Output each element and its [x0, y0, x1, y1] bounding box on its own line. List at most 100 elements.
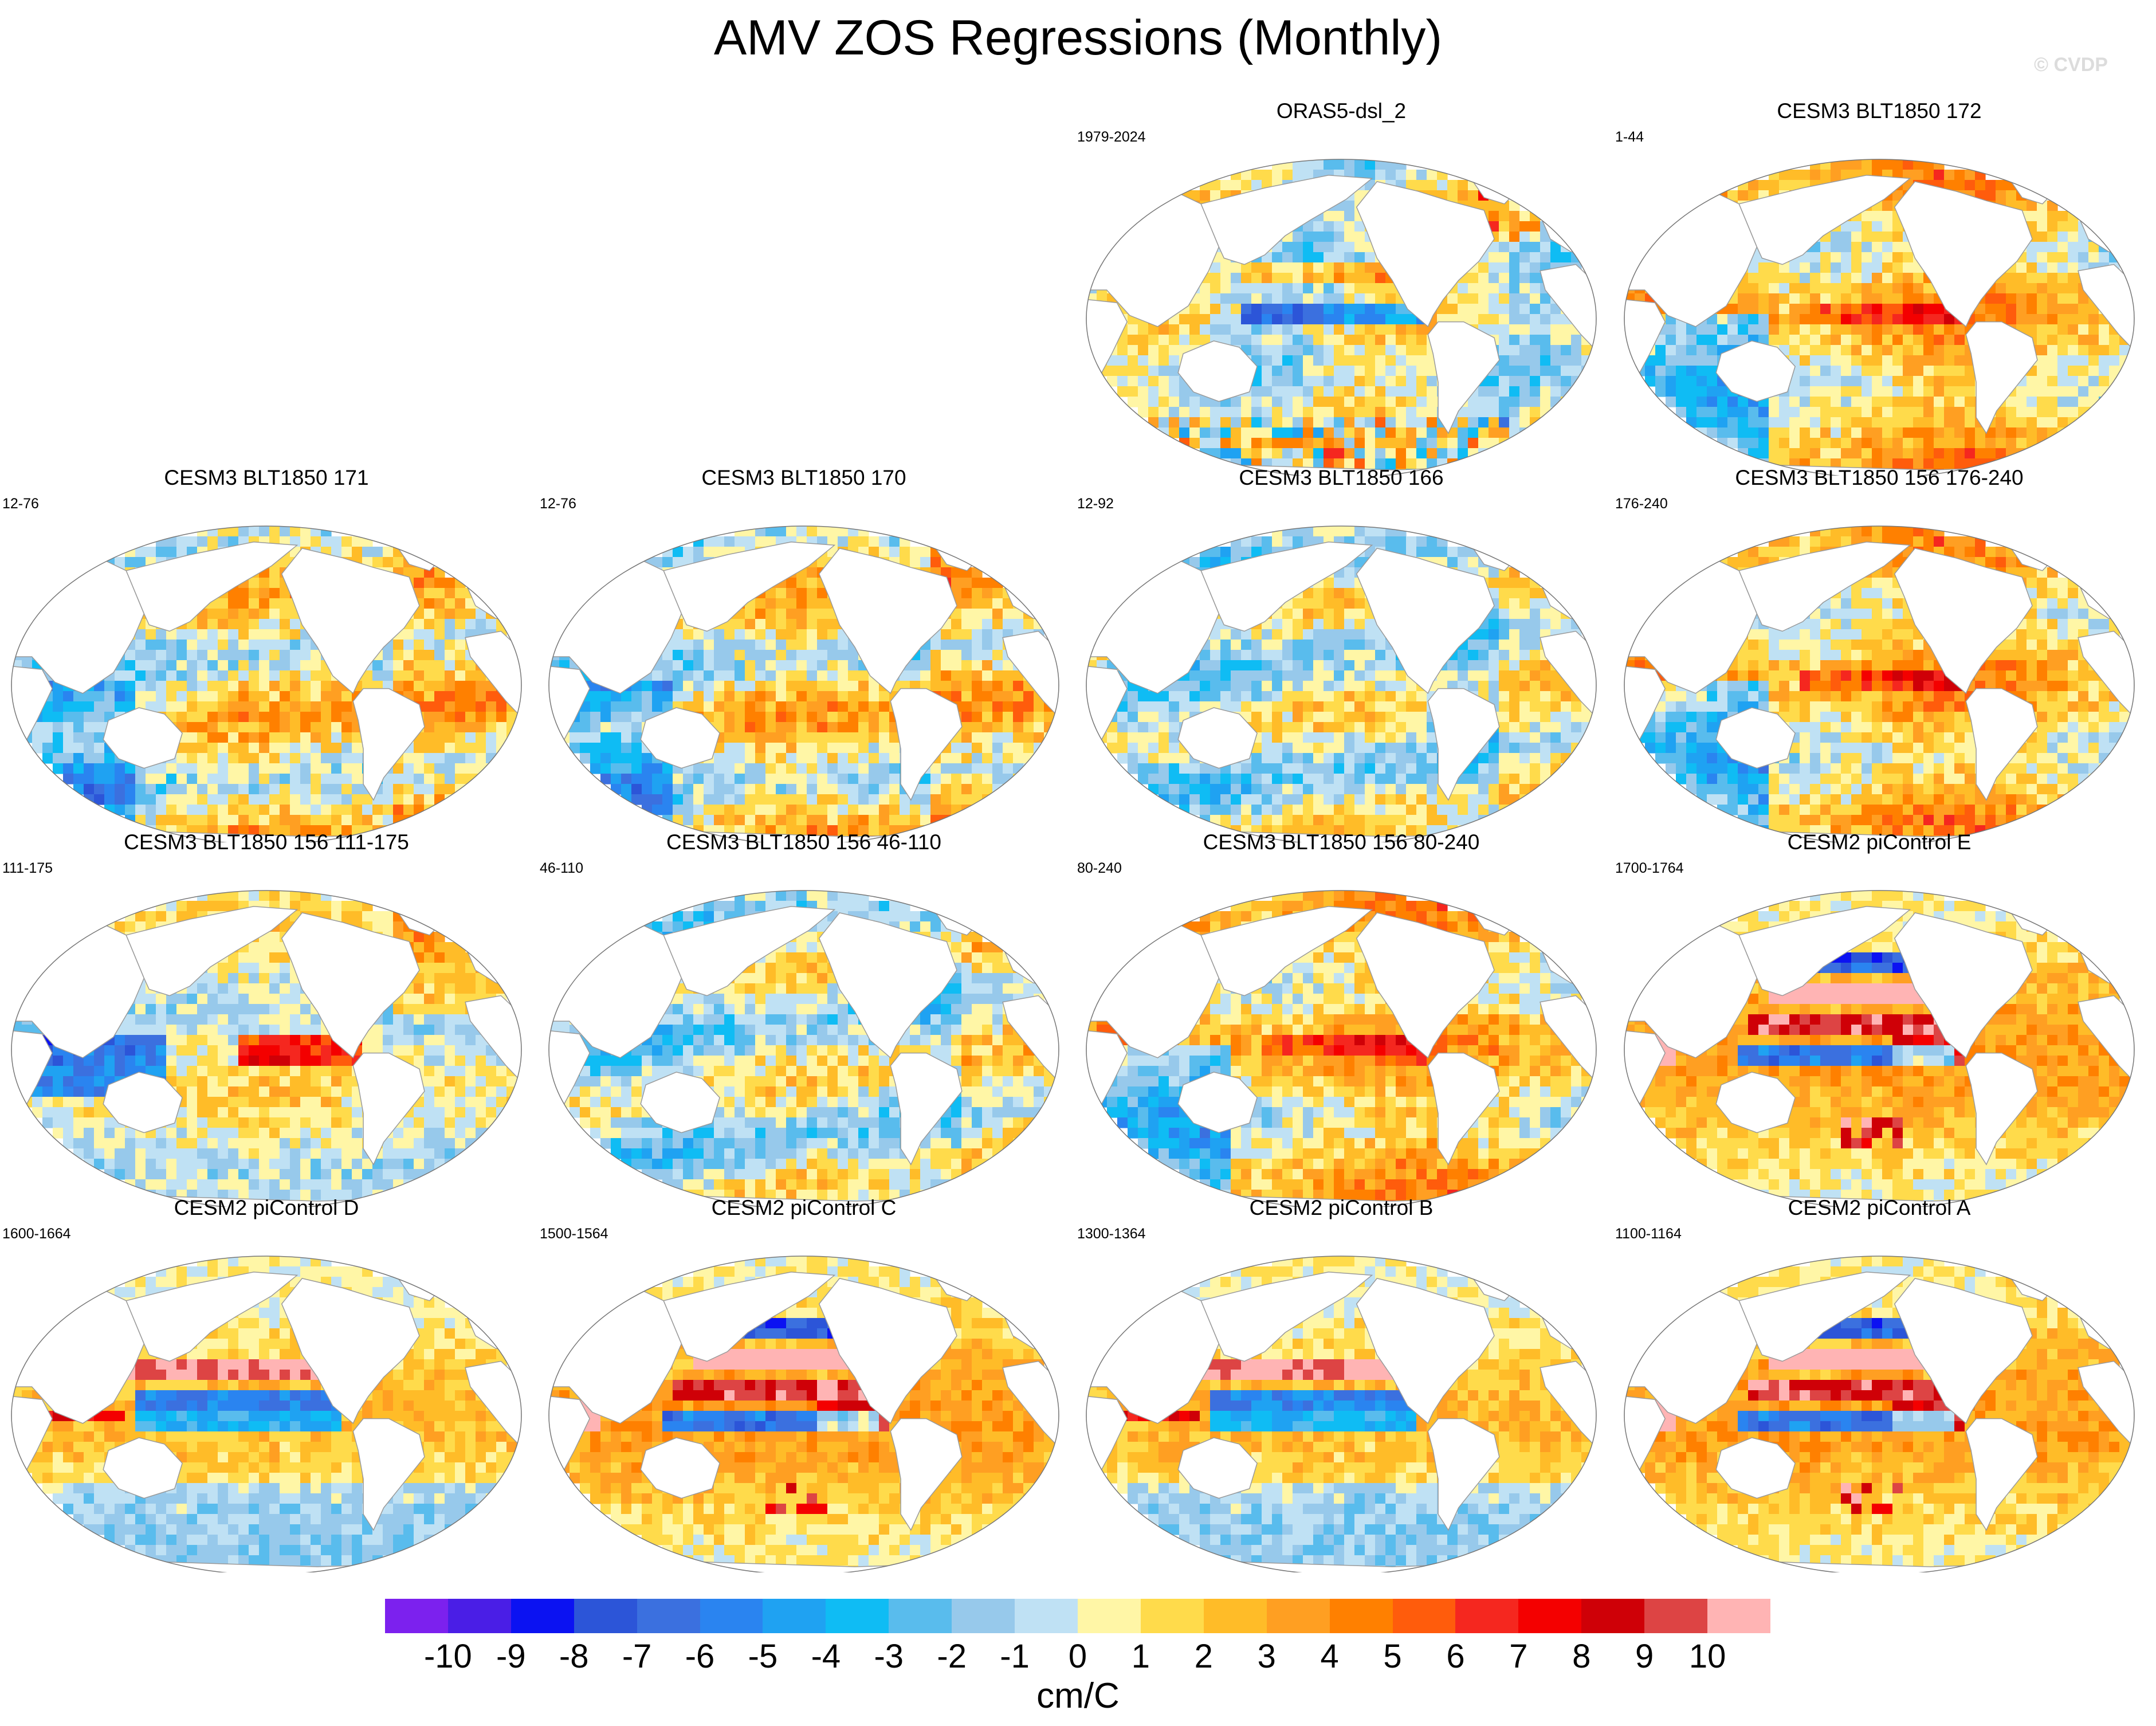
- field-cell: [1334, 386, 1345, 397]
- field-cell: [486, 753, 497, 764]
- field-cell: [1779, 397, 1790, 407]
- field-cell: [166, 794, 177, 805]
- field-cell: [1354, 335, 1365, 346]
- field-cell: [1282, 438, 1293, 449]
- field-cell: [1489, 448, 1499, 459]
- field-cell: [1303, 304, 1314, 315]
- field-cell: [1344, 314, 1355, 325]
- field-cell: [176, 815, 187, 826]
- field-cell: [1913, 304, 1924, 315]
- field-cell: [1748, 438, 1759, 449]
- field-cell: [1696, 345, 1707, 356]
- field-cell: [848, 763, 859, 774]
- field-cell: [1509, 304, 1520, 315]
- field-cell: [331, 753, 342, 764]
- field-cell: [218, 619, 229, 630]
- field-cell: [1810, 170, 1821, 181]
- field-cell: [1200, 335, 1211, 346]
- field-cell: [166, 650, 177, 661]
- field-cell: [1128, 366, 1138, 376]
- field-cell: [311, 681, 321, 692]
- field-cell: [796, 763, 807, 774]
- field-cell: [1748, 314, 1759, 325]
- field-cell: [2047, 407, 2058, 418]
- field-cell: [238, 774, 249, 784]
- field-cell: [1882, 345, 1893, 356]
- field-cell: [1458, 417, 1468, 428]
- field-cell: [403, 650, 414, 661]
- field-cell: [290, 701, 301, 712]
- field-cell: [1561, 335, 1572, 346]
- field-cell: [311, 722, 321, 733]
- field-cell: [600, 774, 611, 784]
- field-cell: [642, 794, 653, 805]
- field-cell: [1293, 273, 1303, 284]
- field-cell: [1892, 427, 1903, 438]
- field-cell: [1375, 386, 1386, 397]
- field-cell: [1489, 427, 1499, 438]
- field-cell: [1882, 262, 1893, 273]
- field-cell: [2099, 355, 2110, 366]
- field-cell: [280, 681, 290, 692]
- field-cell: [704, 691, 714, 702]
- field-cell: [745, 794, 756, 805]
- field-cell: [941, 794, 952, 805]
- field-cell: [197, 681, 208, 692]
- field-cell: [941, 763, 952, 774]
- field-cell: [300, 763, 311, 774]
- field-cell: [1841, 427, 1852, 438]
- field-cell: [1738, 324, 1749, 335]
- field-cell: [1882, 417, 1893, 428]
- field-cell: [187, 722, 198, 733]
- field-cell: [1344, 355, 1355, 366]
- field-cell: [1489, 314, 1499, 325]
- field-cell: [331, 712, 342, 723]
- field-cell: [249, 660, 260, 671]
- field-cell: [1882, 407, 1893, 418]
- field-cell: [1748, 273, 1759, 284]
- field-cell: [807, 598, 818, 609]
- field-cell: [1779, 180, 1790, 191]
- field-cell: [755, 640, 766, 650]
- field-cell: [2099, 366, 2110, 376]
- field-cell: [1561, 355, 1572, 366]
- field-cell: [207, 681, 218, 692]
- field-cell: [1138, 376, 1149, 387]
- field-cell: [1231, 283, 1242, 294]
- field-cell: [1862, 252, 1872, 263]
- field-cell: [2109, 386, 2120, 397]
- field-cell: [125, 670, 136, 681]
- field-cell: [1344, 201, 1355, 211]
- field-cell: [1128, 386, 1138, 397]
- field-cell: [1458, 304, 1468, 315]
- field-cell: [1396, 366, 1407, 376]
- field-cell: [249, 763, 260, 774]
- field-cell: [1571, 345, 1582, 356]
- field-cell: [1965, 386, 1976, 397]
- field-cell: [972, 722, 983, 733]
- field-cell: [1841, 314, 1852, 325]
- field-cell: [735, 660, 745, 671]
- field-cell: [1779, 273, 1790, 284]
- field-cell: [1272, 386, 1283, 397]
- field-cell: [249, 609, 260, 619]
- field-cell: [321, 670, 332, 681]
- field-cell: [393, 774, 404, 784]
- field-cell: [1499, 221, 1510, 232]
- field-cell: [1851, 262, 1862, 273]
- field-cell: [1478, 386, 1489, 397]
- field-cell: [982, 722, 993, 733]
- field-cell: [1862, 417, 1872, 428]
- field-cell: [1262, 314, 1273, 325]
- field-cell: [755, 805, 766, 815]
- field-cell: [724, 774, 735, 784]
- field-cell: [889, 547, 900, 558]
- field-cell: [786, 743, 797, 754]
- field-cell: [84, 722, 95, 733]
- field-cell: [1810, 304, 1821, 315]
- field-cell: [1365, 386, 1376, 397]
- field-cell: [1396, 314, 1407, 325]
- field-cell: [1748, 324, 1759, 335]
- field-cell: [197, 629, 208, 640]
- field-cell: [1489, 324, 1499, 335]
